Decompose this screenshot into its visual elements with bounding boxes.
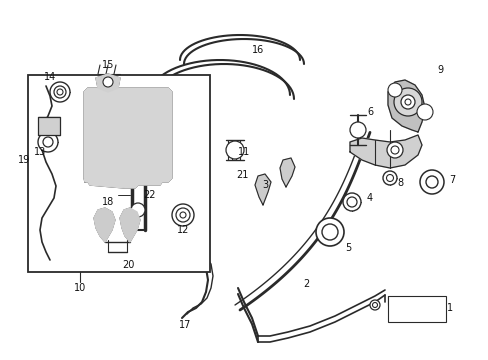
Circle shape xyxy=(225,141,244,159)
Text: 19: 19 xyxy=(18,155,30,165)
Text: 13: 13 xyxy=(34,147,46,157)
Circle shape xyxy=(172,204,194,226)
Polygon shape xyxy=(280,158,294,187)
Bar xyxy=(28,75,209,272)
Circle shape xyxy=(416,104,432,120)
Polygon shape xyxy=(84,88,172,188)
Polygon shape xyxy=(349,135,421,168)
Polygon shape xyxy=(254,174,270,205)
Polygon shape xyxy=(94,208,115,242)
Circle shape xyxy=(349,122,365,138)
Circle shape xyxy=(38,132,58,152)
Bar xyxy=(387,296,445,322)
Text: 7: 7 xyxy=(448,175,454,185)
Text: 22: 22 xyxy=(143,190,156,200)
Text: 4: 4 xyxy=(366,193,372,203)
Bar xyxy=(38,117,60,135)
Polygon shape xyxy=(387,80,424,132)
Text: 6: 6 xyxy=(366,107,372,117)
Text: 8: 8 xyxy=(396,178,402,188)
Polygon shape xyxy=(120,208,140,242)
Circle shape xyxy=(315,218,343,246)
Text: 1: 1 xyxy=(446,303,452,313)
Text: 10: 10 xyxy=(74,283,86,293)
Text: 2: 2 xyxy=(302,279,308,289)
Circle shape xyxy=(131,203,145,217)
Text: 12: 12 xyxy=(177,225,189,235)
Circle shape xyxy=(387,83,401,97)
Circle shape xyxy=(50,82,70,102)
Text: 9: 9 xyxy=(436,65,442,75)
Circle shape xyxy=(386,142,402,158)
Text: 21: 21 xyxy=(235,170,248,180)
Text: 5: 5 xyxy=(344,243,350,253)
Circle shape xyxy=(419,170,443,194)
Circle shape xyxy=(369,300,379,310)
Circle shape xyxy=(393,88,421,116)
Polygon shape xyxy=(96,74,120,92)
Circle shape xyxy=(382,171,396,185)
Circle shape xyxy=(103,77,113,87)
Text: 20: 20 xyxy=(122,260,134,270)
Text: 15: 15 xyxy=(102,60,114,70)
Text: 18: 18 xyxy=(102,197,114,207)
Circle shape xyxy=(400,95,414,109)
Text: 17: 17 xyxy=(179,320,191,330)
Text: 3: 3 xyxy=(262,180,267,190)
Circle shape xyxy=(342,193,360,211)
Text: 14: 14 xyxy=(44,72,56,82)
Text: 16: 16 xyxy=(251,45,264,55)
Text: 11: 11 xyxy=(237,147,250,157)
